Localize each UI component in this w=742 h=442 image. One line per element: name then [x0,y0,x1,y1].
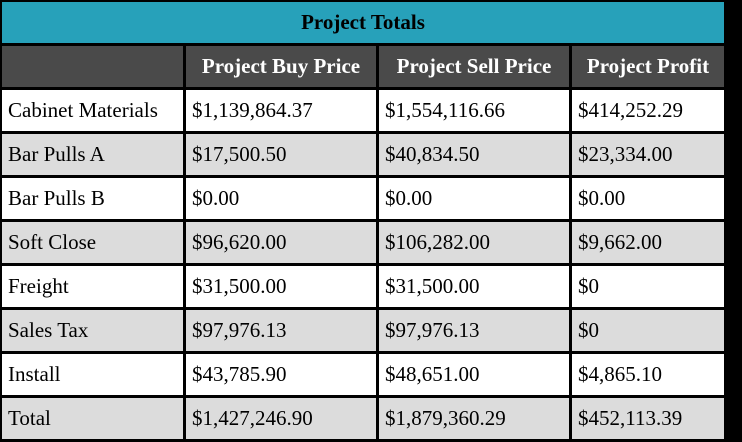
table-row: Total $1,427,246.90 $1,879,360.29 $452,113.… [2,398,724,439]
table-row: Sales Tax $97,976.13 $97,976.13 $0 [2,310,724,351]
header-profit: Project Profit [572,46,724,87]
sell-price-cell: $40,834.50 [379,134,569,175]
row-label-cell: Cabinet Materials [2,90,183,131]
row-label-cell: Sales Tax [2,310,183,351]
header-empty-cell [2,46,183,87]
row-label-cell: Install [2,354,183,395]
row-label-cell: Total [2,398,183,439]
title-row: Project Totals [2,2,724,43]
table-row: Install $43,785.90 $48,651.00 $4,865.10 [2,354,724,395]
sell-price-cell: $1,554,116.66 [379,90,569,131]
buy-price-cell: $1,139,864.37 [186,90,376,131]
buy-price-cell: $0.00 [186,178,376,219]
buy-price-cell: $43,785.90 [186,354,376,395]
profit-cell: $0.00 [572,178,724,219]
table-row: Freight $31,500.00 $31,500.00 $0 [2,266,724,307]
row-label-cell: Bar Pulls B [2,178,183,219]
table-row: Soft Close $96,620.00 $106,282.00 $9,662.00 [2,222,724,263]
sell-price-cell: $0.00 [379,178,569,219]
sell-price-cell: $31,500.00 [379,266,569,307]
buy-price-cell: $96,620.00 [186,222,376,263]
profit-cell: $0 [572,266,724,307]
row-label-cell: Freight [2,266,183,307]
buy-price-cell: $97,976.13 [186,310,376,351]
sell-price-cell: $97,976.13 [379,310,569,351]
sell-price-cell: $48,651.00 [379,354,569,395]
profit-cell: $414,252.29 [572,90,724,131]
buy-price-cell: $1,427,246.90 [186,398,376,439]
profit-cell: $23,334.00 [572,134,724,175]
table-row: Cabinet Materials $1,139,864.37 $1,554,116… [2,90,724,131]
row-label-cell: Soft Close [2,222,183,263]
profit-cell: $9,662.00 [572,222,724,263]
header-sell-price: Project Sell Price [379,46,569,87]
buy-price-cell: $17,500.50 [186,134,376,175]
project-totals-table: Project Totals Project Buy Price Project… [2,2,724,439]
table-row: Bar Pulls A $17,500.50 $40,834.50 $23,334.0… [2,134,724,175]
header-buy-price: Project Buy Price [186,46,376,87]
table-title: Project Totals [2,2,724,43]
sell-price-cell: $1,879,360.29 [379,398,569,439]
profit-cell: $4,865.10 [572,354,724,395]
sell-price-cell: $106,282.00 [379,222,569,263]
row-label-cell: Bar Pulls A [2,134,183,175]
header-row: Project Buy Price Project Sell Price Pro… [2,46,724,87]
table-row: Bar Pulls B $0.00 $0.00 $0.00 [2,178,724,219]
profit-cell: $452,113.39 [572,398,724,439]
profit-cell: $0 [572,310,724,351]
buy-price-cell: $31,500.00 [186,266,376,307]
